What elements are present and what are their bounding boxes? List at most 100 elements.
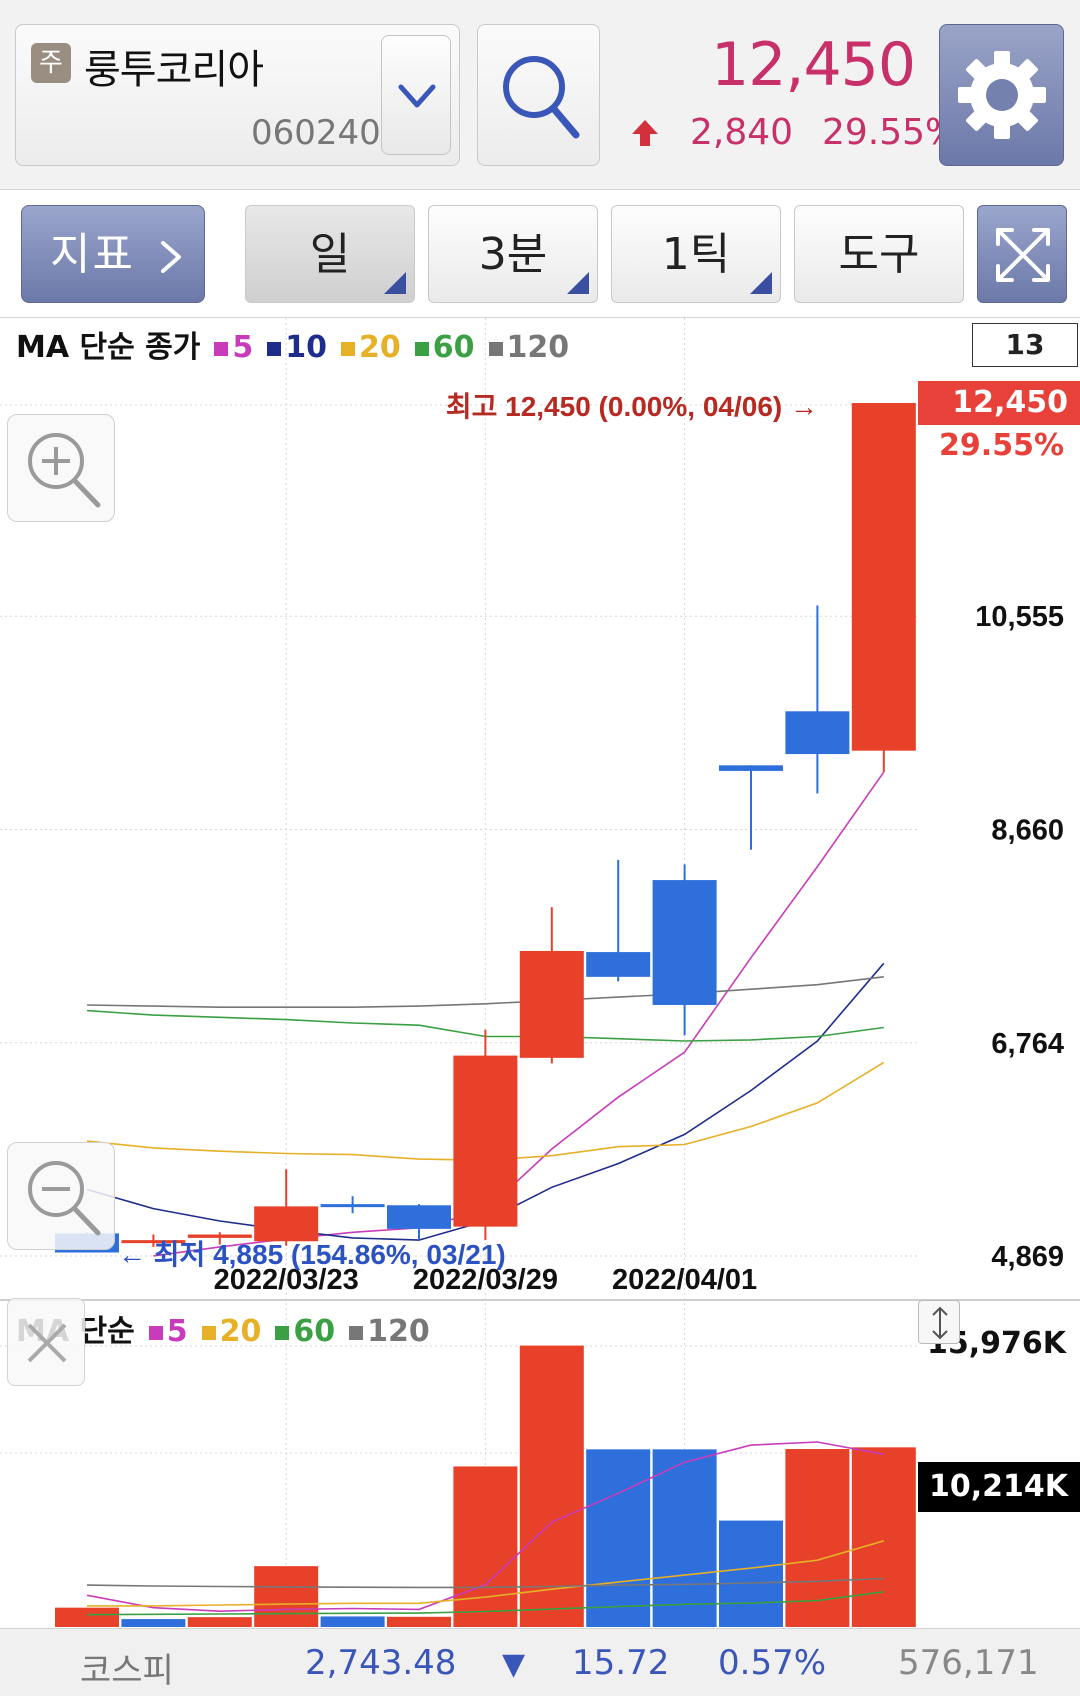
ma5-line [153, 771, 885, 1257]
index-name: 코스피 [80, 1651, 174, 1691]
zoom-out-icon [28, 1161, 101, 1236]
chevron-right-icon [161, 241, 181, 273]
down-arrow-icon: ▼ [502, 1647, 526, 1682]
stock-code: 060240 [251, 113, 381, 153]
volume-bar [55, 1607, 119, 1627]
candle-body [719, 765, 783, 771]
tools-button[interactable]: 도구 [794, 205, 964, 303]
ma120-line [86, 976, 884, 1009]
legend-item-ma120: 120 [475, 330, 569, 365]
candle-body [121, 1240, 186, 1244]
up-arrow-icon [632, 120, 658, 146]
volume-bar [320, 1616, 385, 1627]
index-change: 15.72 [572, 1643, 670, 1683]
price-axis-tick: 4,869 [991, 1241, 1064, 1273]
date-axis-tick: 2022/03/23 [214, 1264, 359, 1296]
dropdown-chevron-icon [398, 84, 436, 108]
settings-button[interactable] [939, 24, 1064, 166]
price-axis-tick: 6,764 [991, 1028, 1064, 1060]
legend-item-ma10: 10 [253, 330, 327, 365]
vol-legend-item-ma20: 20 [188, 1314, 261, 1349]
current-rate-tag: 29.55% [939, 428, 1064, 463]
current-price-tag: 12,450 [918, 381, 1080, 425]
tick-interval-label: 1틱 [661, 229, 731, 280]
price-ma-legend: MA 단순 종가 5 10 20 60 120 [16, 322, 569, 366]
vol-legend-item-ma120: 120 [335, 1314, 430, 1349]
stock-selector[interactable]: 주 룽투코리아 060240 [15, 24, 460, 166]
stock-name[interactable]: 룽투코리아 [84, 47, 264, 93]
resize-icon [932, 1306, 948, 1340]
candle-body [785, 711, 850, 755]
candle-body [320, 1204, 385, 1208]
zoom-out-button[interactable] [7, 1142, 115, 1250]
index-value: 2,743.48 [305, 1643, 457, 1683]
indicator-button[interactable]: 지표 [21, 205, 205, 303]
pane-resize-handle[interactable] [918, 1300, 960, 1344]
candle-body [586, 952, 651, 977]
volume-bar [586, 1449, 651, 1627]
tools-label: 도구 [838, 229, 920, 280]
low-price-annotation: ← 최저 4,885 (154.86%, 03/21) [118, 1239, 506, 1270]
tick-interval-button[interactable]: 1틱 [611, 205, 781, 303]
index-volume: 576,171 [898, 1643, 1039, 1683]
period-day-label: 일 [309, 229, 351, 280]
legend-item-ma5: 5 [200, 330, 253, 365]
minute-interval-button[interactable]: 3분 [428, 205, 598, 303]
market-index-ticker[interactable]: 코스피 2,743.48 ▼ 15.72 0.57% 576,171 [0, 1628, 1080, 1696]
price-axis-tick: 8,660 [991, 814, 1064, 846]
dropdown-corner-icon [567, 272, 589, 294]
volume-bar [652, 1449, 717, 1627]
price-change: 2,840 [690, 112, 794, 153]
high-price-annotation: 최고 12,450 (0.00%, 04/06) → [446, 391, 818, 422]
zoom-in-button[interactable] [7, 414, 115, 522]
search-icon [503, 56, 580, 139]
price-change-rate: 29.55% [822, 112, 960, 153]
close-volume-pane-button[interactable] [7, 1298, 85, 1386]
candle-body [652, 880, 717, 1005]
date-axis-tick: 2022/04/01 [612, 1264, 757, 1296]
volume-bar [519, 1345, 584, 1627]
search-button[interactable] [477, 24, 600, 166]
candle-body [453, 1055, 518, 1227]
volume-ma20-line [87, 1540, 885, 1607]
volume-bar [453, 1466, 518, 1627]
volume-ma5-line [86, 1441, 884, 1613]
volume-ma120-line [86, 1577, 884, 1589]
volume-bar [121, 1619, 186, 1627]
dropdown-corner-icon [384, 272, 406, 294]
candle-body [254, 1206, 319, 1242]
expand-icon [996, 228, 1050, 282]
vol-legend-item-ma60: 60 [261, 1314, 335, 1349]
candle-body [387, 1205, 451, 1229]
candle-body [187, 1234, 252, 1238]
fullscreen-button[interactable] [977, 205, 1067, 303]
legend-item-ma20: 20 [327, 330, 401, 365]
date-axis-tick: 2022/03/29 [413, 1264, 558, 1296]
volume-ma60-line [86, 1591, 884, 1616]
chart-toolbar: 지표 일 3분 1틱 도구 [0, 191, 1080, 318]
close-icon [27, 1323, 67, 1363]
volume-bar [254, 1566, 319, 1627]
vol-legend-item-ma5: 5 [135, 1314, 188, 1349]
volume-bar [719, 1520, 783, 1627]
stock-type-badge: 주 [31, 43, 71, 83]
gear-icon [958, 51, 1046, 139]
visible-count-box[interactable]: 13 [972, 323, 1078, 367]
stock-dropdown-button[interactable] [381, 35, 451, 155]
price-axis-tick: 10,555 [975, 601, 1064, 633]
volume-bar [851, 1447, 916, 1627]
legend-item-ma60: 60 [401, 330, 475, 365]
minute-interval-label: 3분 [478, 229, 548, 280]
period-day-button[interactable]: 일 [245, 205, 415, 303]
indicator-label: 지표 [50, 229, 135, 280]
zoom-in-icon [28, 433, 101, 508]
price-legend-title: MA 단순 종가 [16, 330, 201, 365]
volume-bar [387, 1616, 451, 1627]
stock-chart[interactable]: 10,555 8,660 6,764 4,869 2022/03/23 2022/03/… [0, 318, 1080, 1628]
volume-bar [187, 1617, 252, 1627]
index-change-rate: 0.57% [718, 1643, 827, 1683]
current-volume-tag: 10,214K [918, 1462, 1080, 1512]
stock-header: 주 룽투코리아 060240 12,450 2,840 29.55% [0, 0, 1080, 190]
dropdown-corner-icon [750, 272, 772, 294]
candle-body [851, 403, 916, 751]
